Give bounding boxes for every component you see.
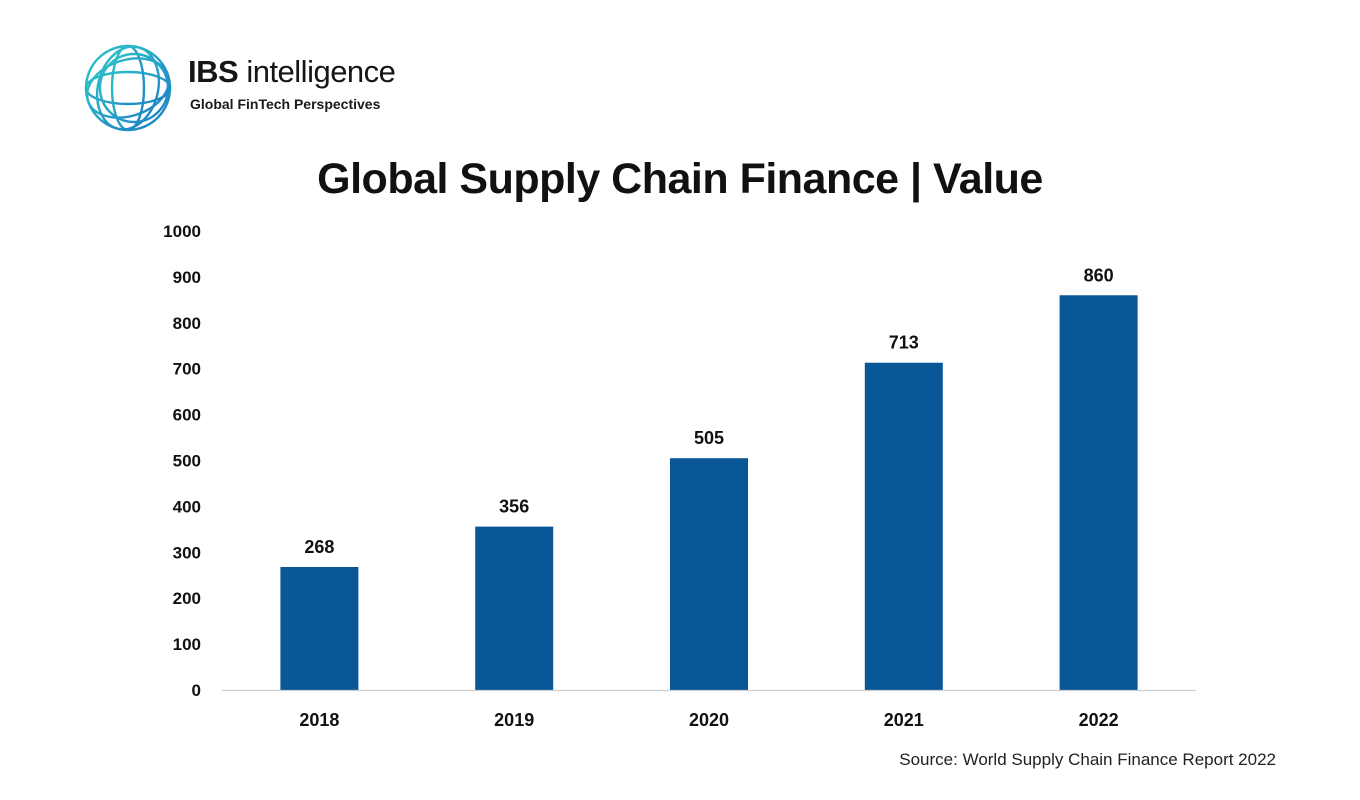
bar-2021 — [864, 362, 943, 690]
data-label: 860 — [1084, 265, 1114, 285]
x-axis: 2018 2019 2020 2021 2022 — [299, 710, 1118, 730]
brand-tagline: Global FinTech Perspectives — [190, 96, 381, 112]
brand-name: IBS intelligence — [188, 54, 396, 89]
y-tick-label: 800 — [173, 314, 201, 333]
x-tick-label: 2021 — [884, 710, 924, 730]
chart-title: Global Supply Chain Finance | Value — [317, 155, 1043, 203]
y-tick-label: 600 — [173, 406, 201, 425]
data-label: 505 — [694, 428, 724, 448]
y-tick-label: 500 — [173, 452, 201, 471]
bar-2022 — [1059, 295, 1138, 690]
bar-2019 — [475, 526, 554, 690]
source-note: Source: World Supply Chain Finance Repor… — [899, 750, 1276, 769]
bar-2020 — [670, 458, 748, 690]
globe-logo-icon — [84, 44, 172, 132]
y-tick-label: 400 — [173, 497, 201, 516]
y-tick-label: 700 — [173, 360, 201, 379]
bar-2018 — [280, 566, 359, 690]
data-label: 268 — [304, 537, 334, 557]
y-tick-label: 100 — [173, 635, 201, 654]
y-tick-label: 0 — [192, 681, 201, 700]
y-tick-label: 1000 — [163, 222, 201, 241]
y-axis: 0 100 200 300 400 500 600 700 800 900 1000 — [163, 222, 201, 700]
brand-name-strong: IBS — [188, 54, 239, 89]
x-tick-label: 2022 — [1079, 710, 1119, 730]
brand-name-light: intelligence — [246, 54, 396, 89]
data-label: 713 — [889, 333, 919, 353]
data-label: 356 — [499, 497, 529, 517]
data-labels: 268 356 505 713 860 — [304, 265, 1113, 557]
brand-logo: IBS intelligence Global FinTech Perspect… — [82, 42, 432, 134]
bar-series — [280, 295, 1138, 690]
y-tick-label: 300 — [173, 543, 201, 562]
x-tick-label: 2018 — [299, 710, 339, 730]
x-tick-label: 2019 — [494, 710, 534, 730]
y-tick-label: 200 — [173, 589, 201, 608]
x-tick-label: 2020 — [689, 710, 729, 730]
y-tick-label: 900 — [173, 268, 201, 287]
